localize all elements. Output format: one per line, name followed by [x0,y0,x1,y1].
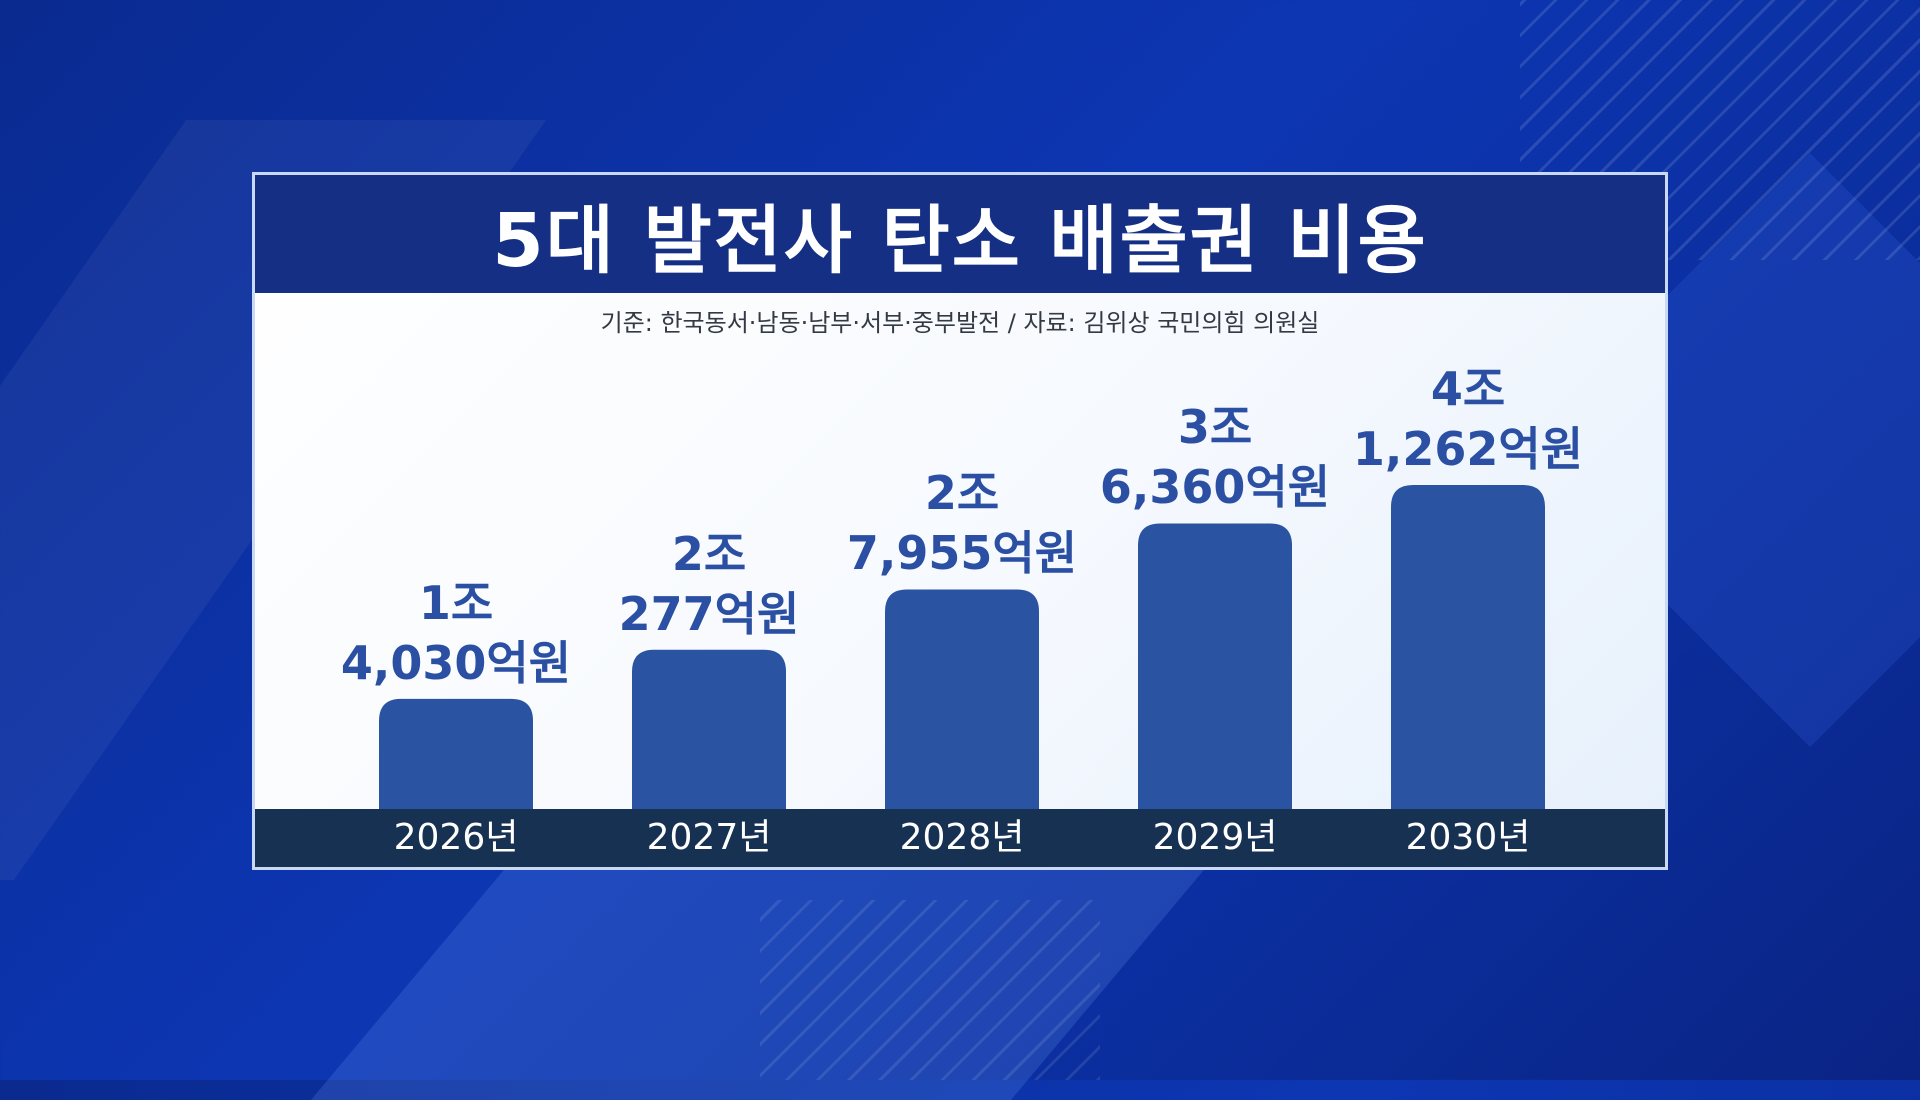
background-hatching [760,900,1100,1080]
data-label-line2: 277억원 [618,586,800,641]
background-stripe [310,840,1230,1100]
category-label-0: 2026년 [393,817,519,858]
data-label-line2: 6,360억원 [1099,460,1331,515]
data-label-1: 2조 277억원 [579,524,839,644]
data-label-3: 3조 6,360억원 [1085,397,1345,517]
bar-0 [379,698,533,809]
bar-2 [885,589,1039,809]
category-axis-bar [255,809,1665,867]
bar-3 [1138,523,1292,809]
chart-subtitle: 기준: 한국동서·남동·남부·서부·중부발전 / 자료: 김위상 국민의힘 의원… [600,309,1320,337]
data-label-4: 4조 1,262억원 [1338,359,1598,479]
category-label-4: 2030년 [1405,817,1531,858]
data-label-line2: 7,955억원 [846,526,1078,581]
data-label-line1: 4조 [1430,362,1506,416]
data-label-2: 2조 7,955억원 [832,463,1092,583]
category-label-3: 2029년 [1152,817,1278,858]
chart-title: 5대 발전사 탄소 배출권 비용 [492,197,1428,284]
title-bar: 5대 발전사 탄소 배출권 비용 [255,175,1665,293]
data-label-line1: 1조 [418,575,494,630]
bar-1 [632,649,786,809]
bar-4 [1391,485,1545,809]
data-label-line1: 2조 [671,526,747,581]
category-label-2: 2028년 [899,817,1025,858]
bar-chart [379,485,1545,809]
data-label-line1: 3조 [1177,400,1253,455]
data-label-line2: 1,262억원 [1352,422,1584,476]
data-label-line2: 4,030억원 [340,635,572,690]
data-label-0: 1조 4,030억원 [326,573,586,693]
chart-panel: 5대 발전사 탄소 배출권 비용 기준: 한국동서·남동·남부·서부·중부발전 … [252,172,1668,870]
category-label-1: 2027년 [646,817,772,858]
data-label-line1: 2조 [924,466,1000,521]
